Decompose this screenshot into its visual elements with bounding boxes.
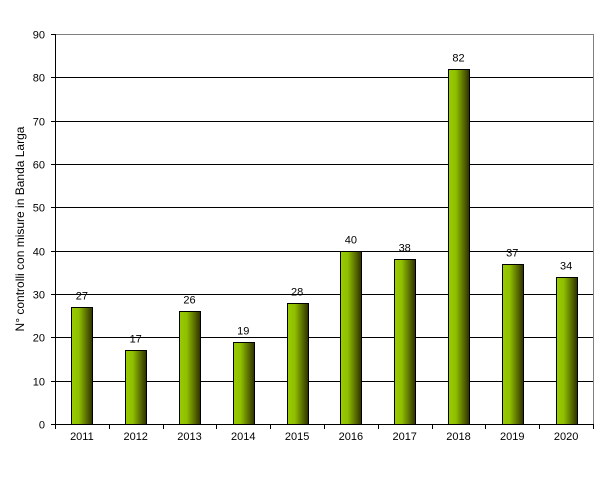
labels: 0 10 20 30 40 50 60 70 80 90 27 2011 17 2012 26 2013 19 2… [33, 30, 579, 444]
y-tick-label: 40 [33, 247, 45, 259]
x-tick-label: 2019 [500, 431, 524, 443]
y-tick-label: 70 [33, 117, 45, 129]
x-tick-label: 2016 [339, 431, 363, 443]
bar-2013 [179, 311, 201, 425]
bar-2016 [340, 251, 362, 425]
data-label: 19 [237, 326, 249, 338]
bar-2012 [125, 350, 147, 425]
bar-2018 [448, 69, 470, 425]
data-label: 40 [345, 235, 357, 247]
data-label: 27 [76, 291, 88, 303]
x-tick-label: 2011 [70, 431, 94, 443]
x-tick-label: 2017 [392, 431, 416, 443]
bar-2017 [394, 259, 416, 425]
bar-2015 [287, 303, 309, 425]
data-label: 28 [291, 287, 303, 299]
x-tick-label: 2012 [123, 431, 147, 443]
y-tick-label: 90 [33, 30, 45, 42]
y-tick-label: 10 [33, 377, 45, 389]
x-tick-label: 2020 [554, 431, 578, 443]
data-label: 34 [560, 261, 572, 273]
x-tick-label: 2014 [231, 431, 255, 443]
y-tick-label: 80 [33, 73, 45, 85]
bar-2014 [233, 342, 255, 425]
axes [51, 34, 594, 429]
data-label: 17 [130, 334, 142, 346]
bar-2020 [556, 277, 578, 425]
y-tick-label: 60 [33, 160, 45, 172]
y-axis-label: N° controlli con misure in Banda Larga [13, 126, 27, 332]
x-tick-label: 2018 [446, 431, 470, 443]
bar-2019 [502, 264, 524, 425]
bars [71, 69, 578, 425]
x-tick-label: 2013 [177, 431, 201, 443]
data-label: 37 [506, 248, 518, 260]
y-tick-label: 50 [33, 203, 45, 215]
y-tick-label: 0 [39, 420, 45, 432]
data-label: 26 [183, 295, 195, 307]
y-tick-label: 20 [33, 333, 45, 345]
x-tick-label: 2015 [285, 431, 309, 443]
data-label: 38 [399, 243, 411, 255]
y-tick-label: 30 [33, 290, 45, 302]
bar-2011 [71, 307, 93, 425]
data-label: 82 [452, 53, 464, 65]
